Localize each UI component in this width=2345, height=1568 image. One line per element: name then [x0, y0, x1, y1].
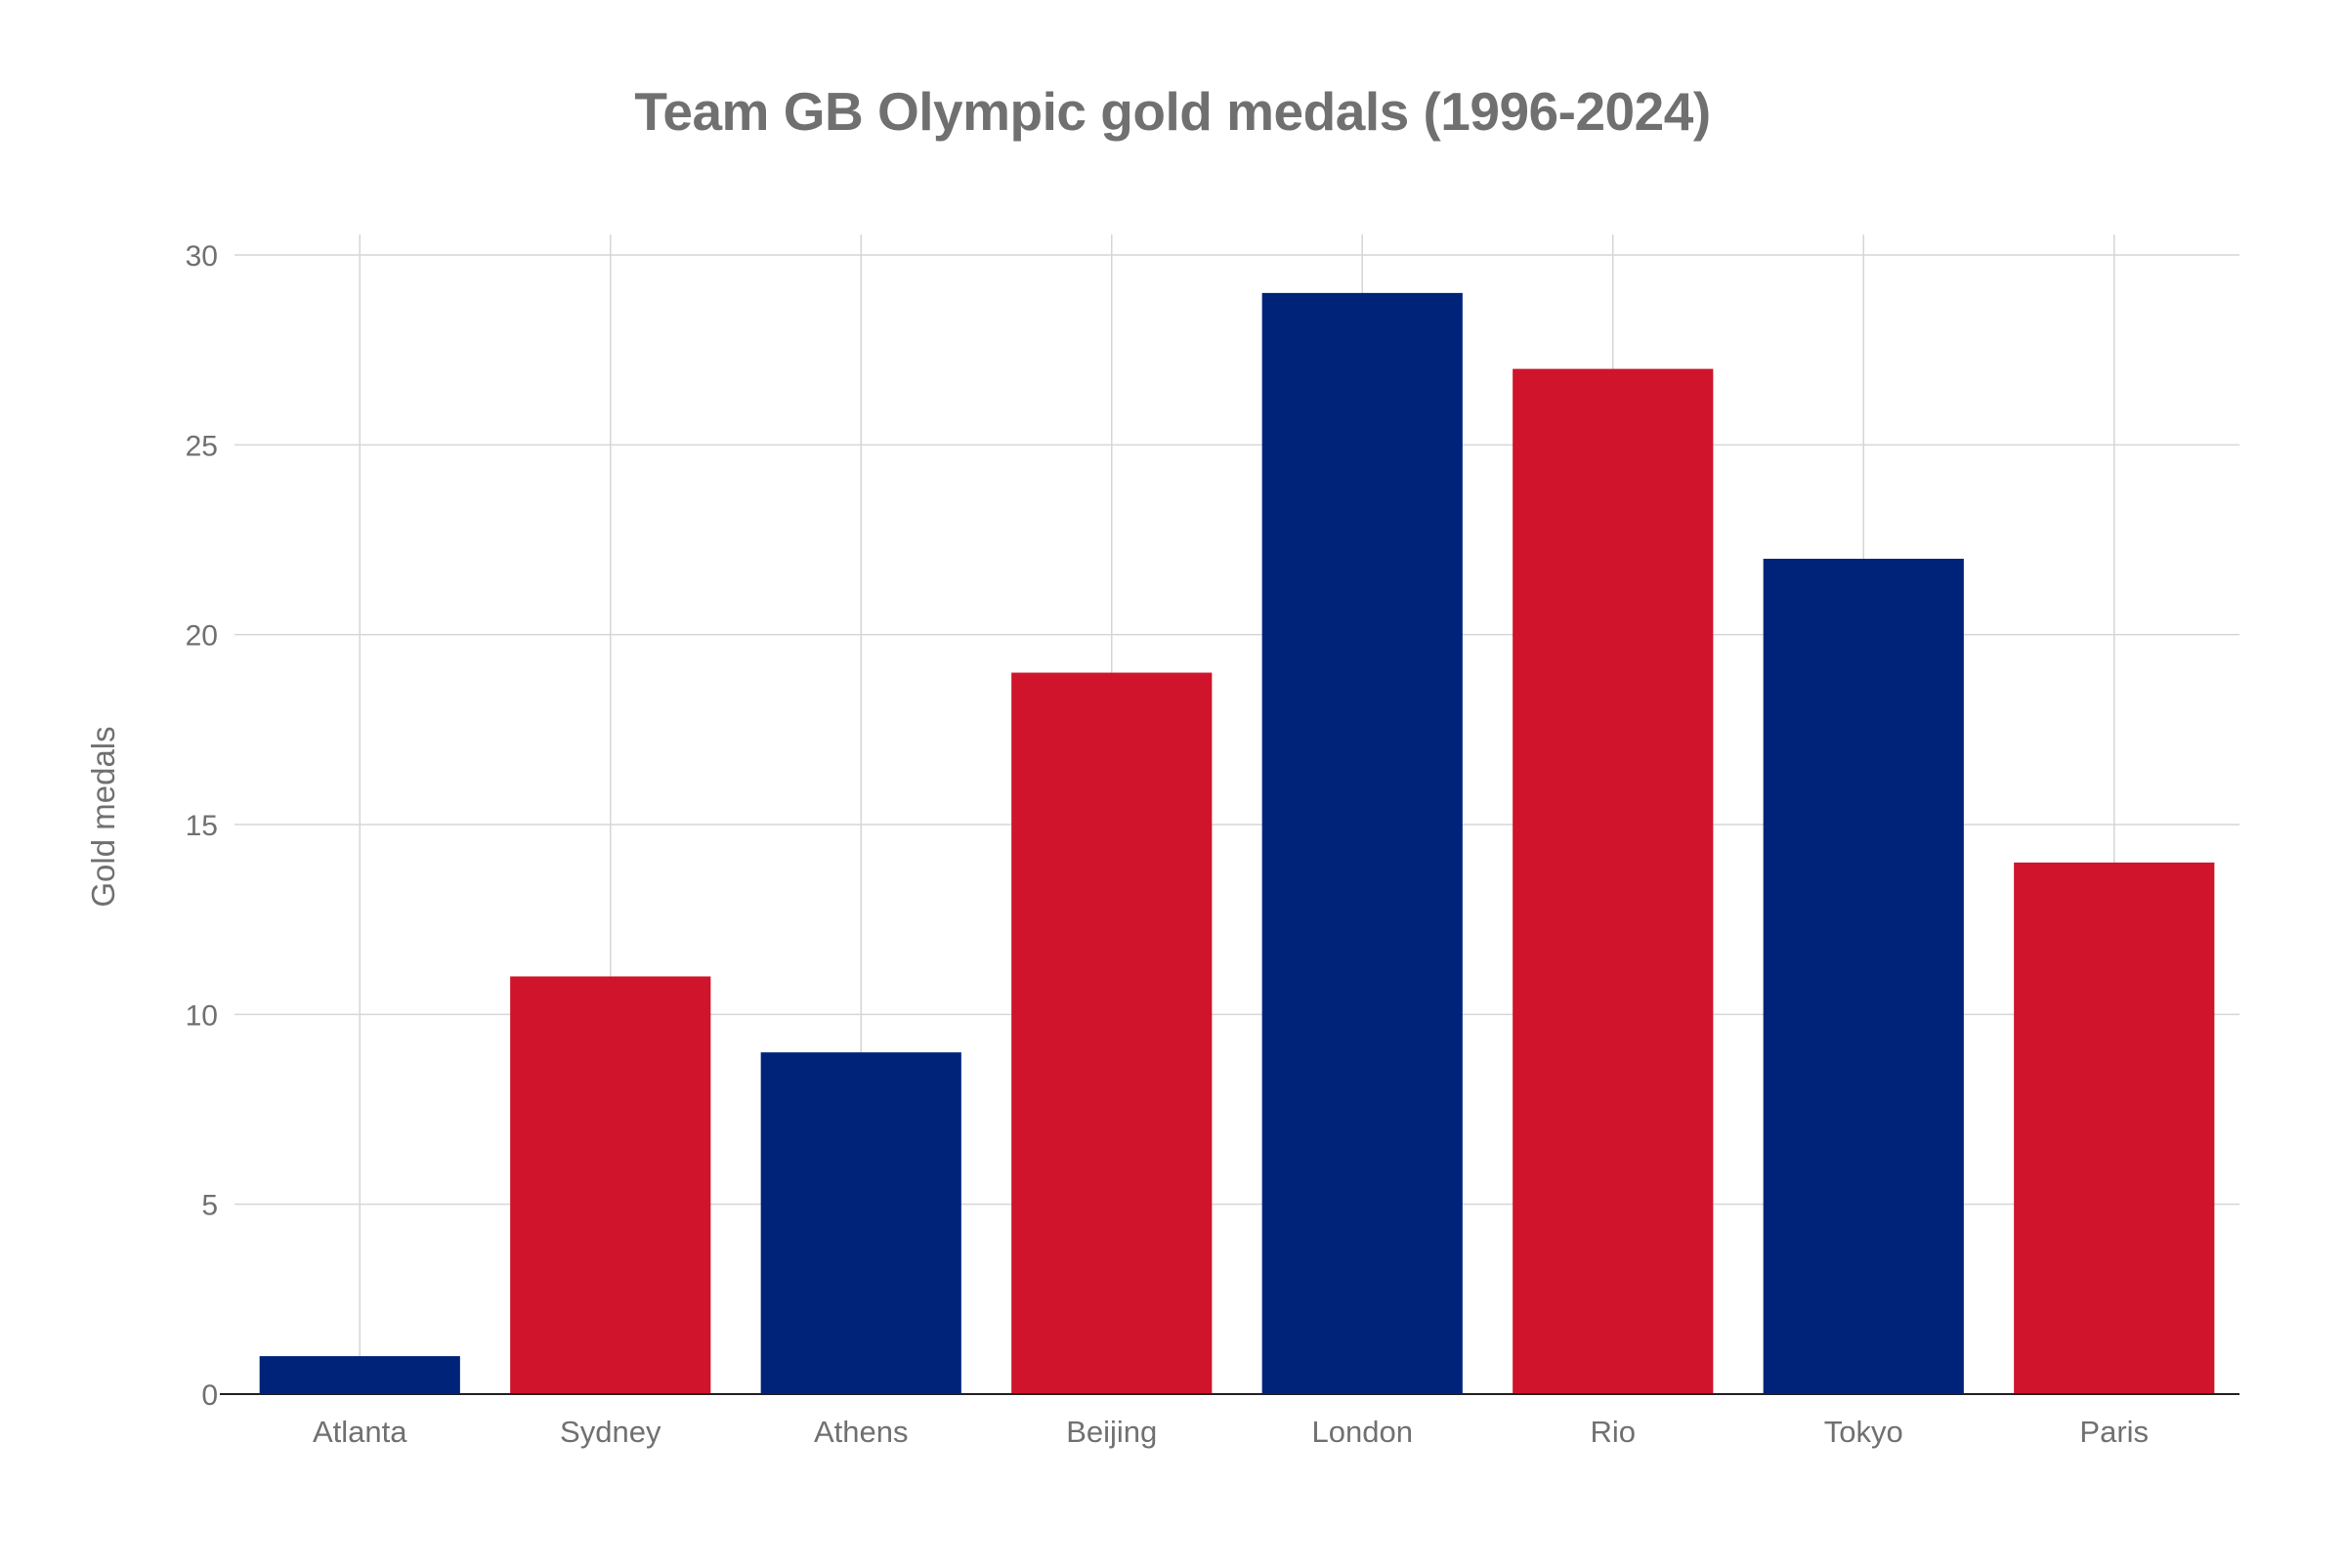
bar-paris — [2014, 862, 2215, 1394]
bar-rio — [1513, 368, 1714, 1395]
y-tick-label: 15 — [186, 810, 218, 842]
x-tick-label: Tokyo — [1824, 1415, 1903, 1449]
bar-athens — [760, 1052, 961, 1394]
bar-sydney — [510, 976, 711, 1394]
bar-tokyo — [1763, 558, 1964, 1394]
axes: 0 5 10 15 20 25 30 Atlanta Sydney Athens Beijing Lo… — [186, 240, 2239, 1449]
y-tick-label: 20 — [186, 620, 218, 653]
y-tick-label: 25 — [186, 430, 218, 462]
bar-atlanta — [259, 1356, 460, 1394]
x-tick-label: Beijing — [1066, 1415, 1157, 1449]
x-tick-label: Atlanta — [313, 1415, 407, 1449]
chart-title: Team GB Olympic gold medals (1996-2024) — [634, 81, 1711, 142]
x-tick-label: Athens — [814, 1415, 909, 1449]
y-tick-label: 10 — [186, 999, 218, 1032]
x-tick-label: London — [1312, 1415, 1413, 1449]
x-tick-label: Paris — [2079, 1415, 2149, 1449]
bars — [259, 292, 2215, 1395]
x-tick-label: Sydney — [560, 1415, 661, 1449]
bar-beijing — [1011, 672, 1213, 1394]
y-tick-label: 5 — [201, 1190, 218, 1222]
y-tick-label: 0 — [201, 1379, 218, 1412]
y-axis-label: Gold medals — [85, 726, 121, 907]
y-tick-label: 30 — [186, 240, 218, 273]
bar-london — [1261, 292, 1463, 1394]
x-tick-label: Rio — [1590, 1415, 1636, 1449]
